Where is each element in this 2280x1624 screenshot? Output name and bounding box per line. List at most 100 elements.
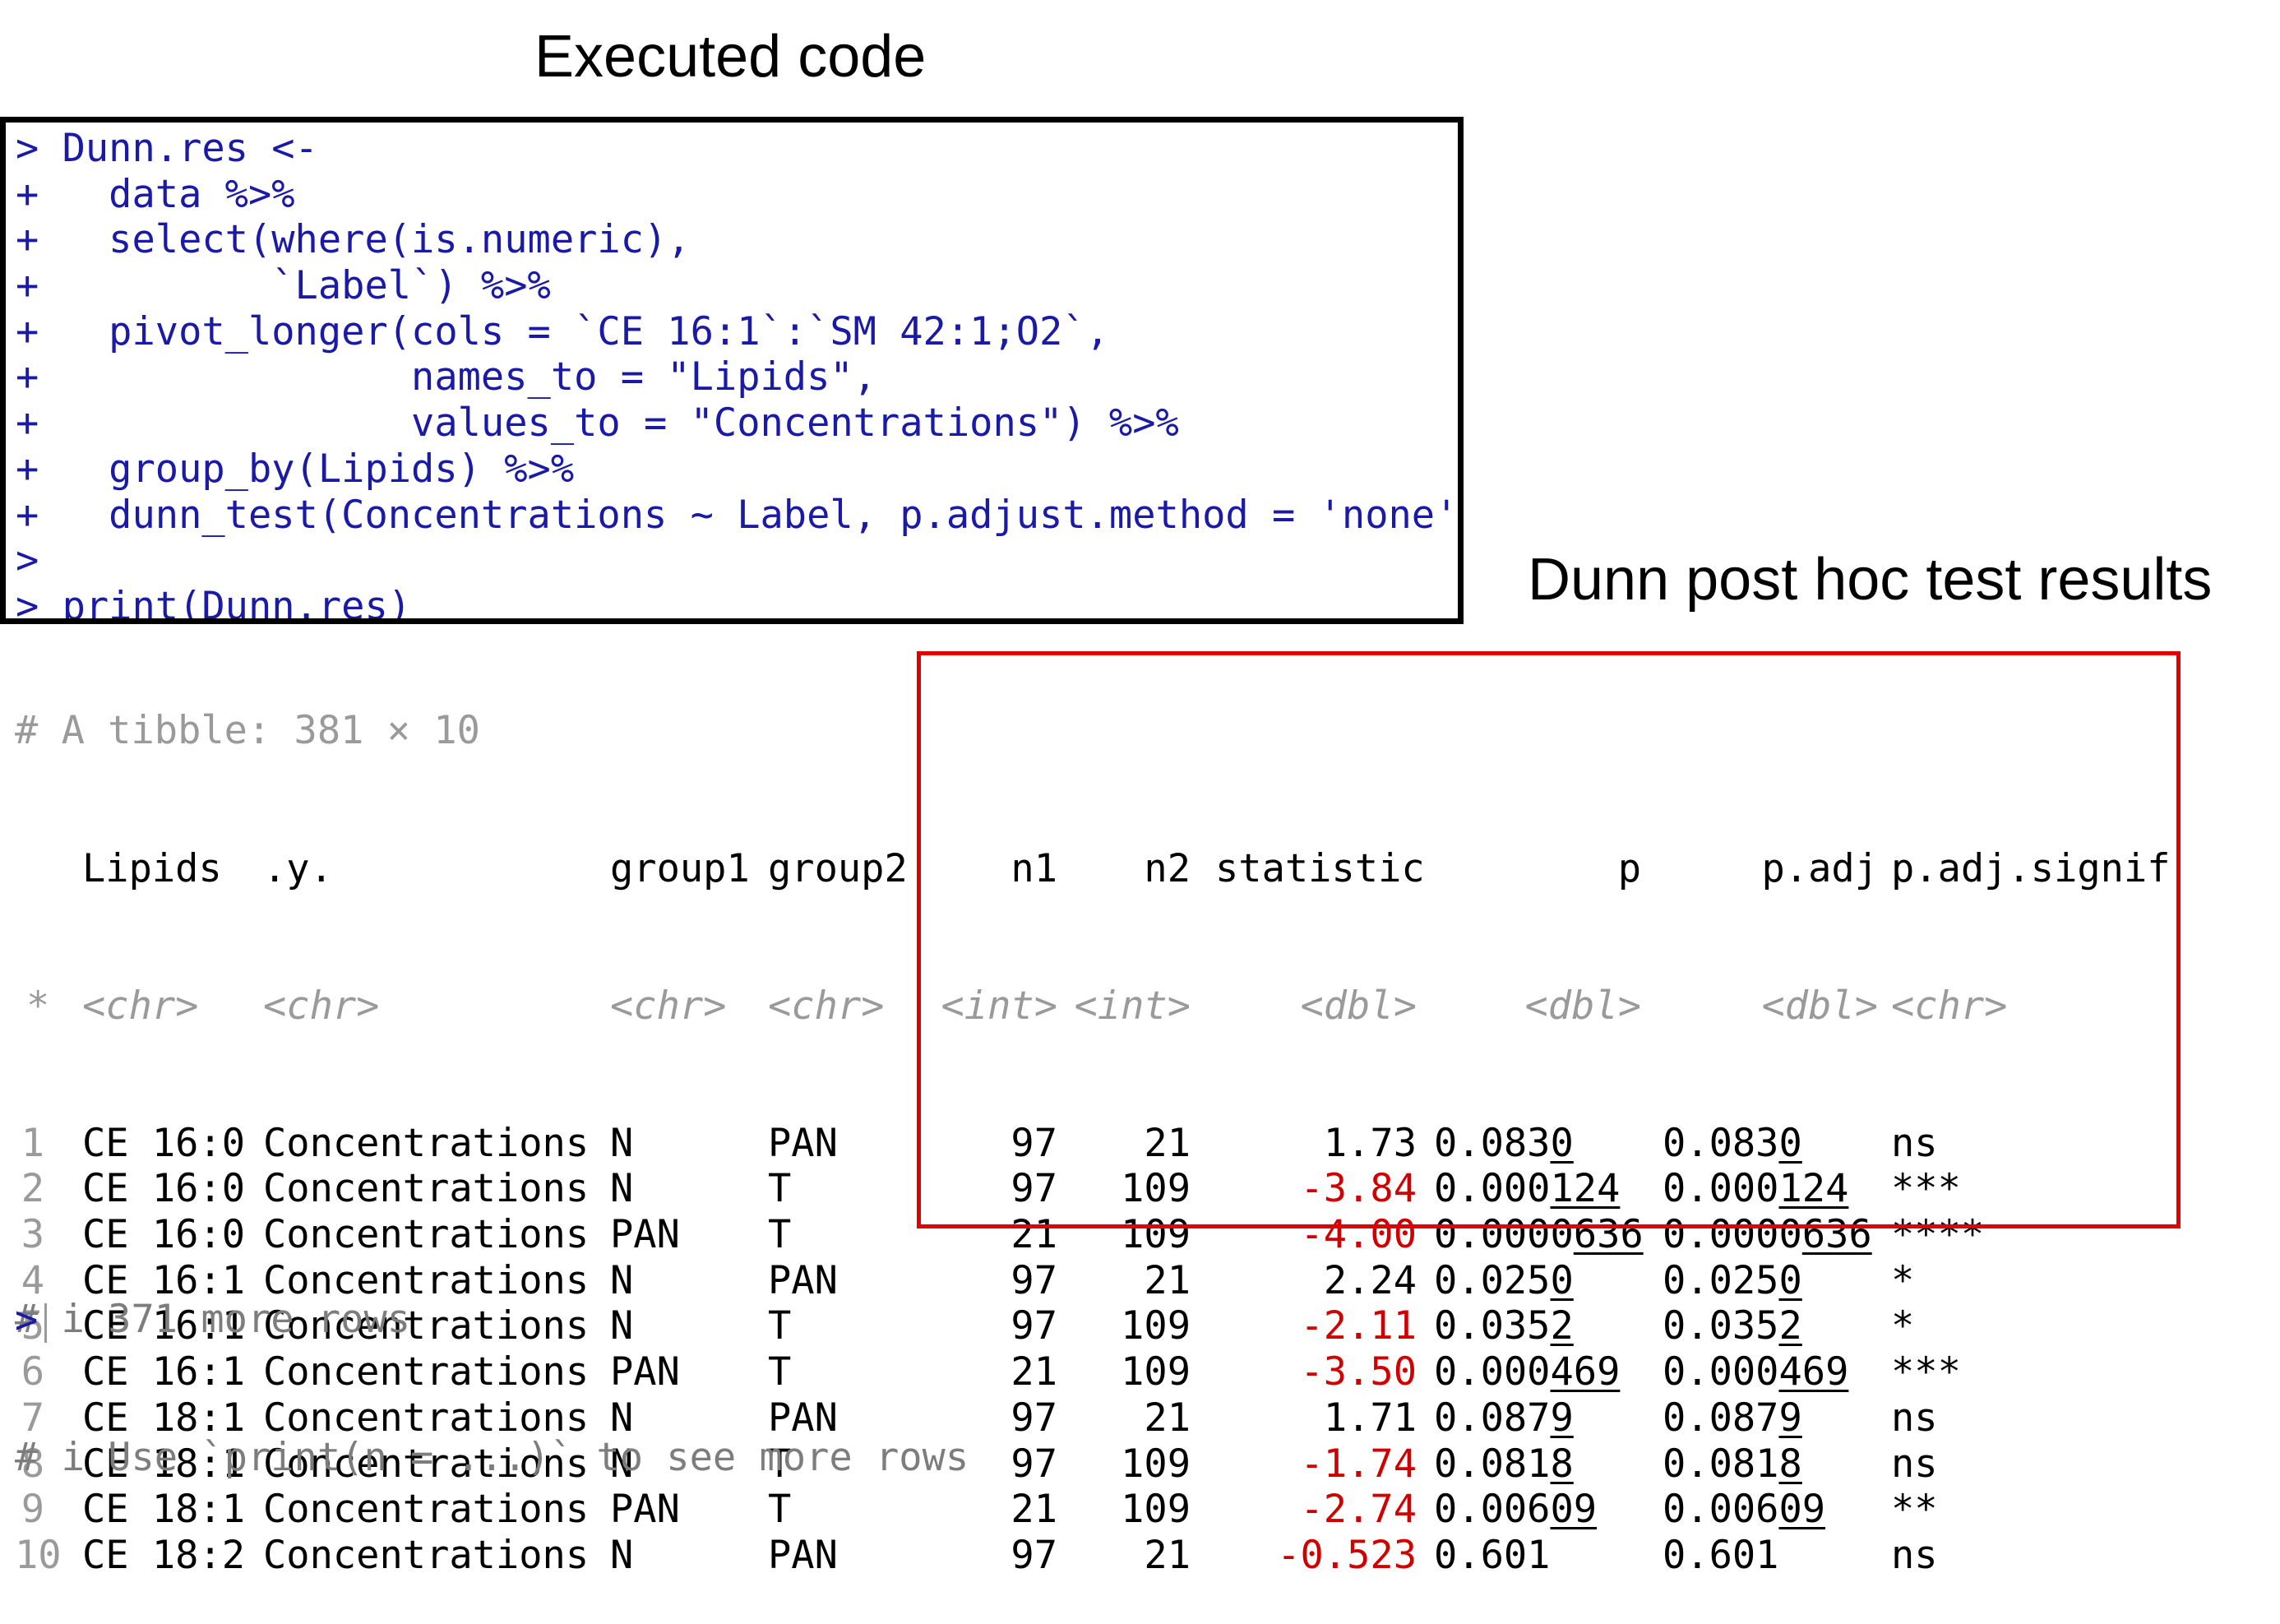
cell-group1: PAN xyxy=(610,1212,680,1258)
cell-p-adj-signif: ns xyxy=(1891,1532,1938,1578)
p-adj-significant-digits: 636 xyxy=(1801,1212,1872,1258)
cell-y: Concentrations xyxy=(263,1303,590,1349)
p-value-significant-digits: 2 xyxy=(1550,1303,1574,1349)
p-value-lead: 0.601 xyxy=(1434,1532,1551,1578)
cell-p-adj: 0.0000636 xyxy=(1663,1212,1872,1258)
executed-code-title: Executed code xyxy=(534,24,927,90)
cell-n2: 109 xyxy=(1121,1487,1191,1533)
cell-statistic: -3.84 xyxy=(1300,1166,1417,1212)
cell-statistic: 1.71 xyxy=(1323,1395,1417,1441)
p-value-significant-digits: 09 xyxy=(1550,1487,1598,1533)
cell-n1: 21 xyxy=(1011,1349,1057,1395)
cell-p-adj-signif: ns xyxy=(1891,1120,1938,1166)
table-row: 3 CE 16:0 Concentrations PAN T 21 109 -4.00 0.00… xyxy=(15,1212,1984,1258)
table-row: 5 CE 16:1 Concentrations N T 97 109 -2.11 0.0352… xyxy=(15,1303,1915,1349)
column-header: p xyxy=(1617,845,1641,891)
cell-n2: 21 xyxy=(1144,1395,1191,1441)
p-value-lead: 0.000 xyxy=(1434,1166,1551,1212)
cell-statistic: -3.50 xyxy=(1300,1349,1417,1395)
code-line: + dunn_test(Concentrations ~ Label, p.ad… xyxy=(16,492,1464,538)
p-value-lead: 0.083 xyxy=(1434,1120,1551,1166)
code-line: + select(where(is.numeric), xyxy=(16,217,691,263)
cell-p-adj: 0.0879 xyxy=(1663,1395,1802,1441)
p-adj-lead: 0.081 xyxy=(1663,1441,1779,1487)
cell-p: 0.0818 xyxy=(1434,1441,1574,1488)
cell-statistic: 1.73 xyxy=(1323,1120,1417,1166)
p-value-significant-digits: 0 xyxy=(1550,1257,1574,1303)
tibble-header: # A tibble: 381 × 10 xyxy=(15,708,480,754)
column-type: <chr> xyxy=(263,983,380,1029)
cell-p: 0.0352 xyxy=(1434,1303,1574,1349)
code-line: > xyxy=(16,538,39,584)
cell-group1: N xyxy=(610,1257,634,1303)
cell-group2: T xyxy=(768,1303,792,1349)
type-row-marker: * xyxy=(26,983,50,1029)
p-adj-lead: 0.601 xyxy=(1663,1532,1779,1578)
cell-n2: 21 xyxy=(1144,1532,1191,1578)
p-value-lead: 0.000 xyxy=(1434,1349,1551,1395)
cell-n1: 97 xyxy=(1011,1120,1057,1166)
cell-n2: 109 xyxy=(1121,1166,1191,1212)
code-line: + names_to = "Lipids", xyxy=(16,354,876,400)
column-header: statistic xyxy=(1215,845,1425,891)
cell-n1: 97 xyxy=(1011,1303,1057,1349)
cell-lipid: CE 16:1 xyxy=(82,1257,246,1303)
console-prompt[interactable]: > xyxy=(15,1298,48,1344)
p-adj-lead: 0.006 xyxy=(1663,1487,1779,1533)
p-value-lead: 0.081 xyxy=(1434,1441,1551,1487)
p-value-lead: 0.025 xyxy=(1434,1257,1551,1303)
p-adj-significant-digits: 0 xyxy=(1778,1120,1802,1166)
cell-y: Concentrations xyxy=(263,1212,590,1258)
column-type: <chr> xyxy=(1891,983,2008,1029)
cell-p-adj-signif: *** xyxy=(1891,1166,1961,1212)
p-adj-lead: 0.035 xyxy=(1663,1303,1779,1349)
p-adj-significant-digits: 124 xyxy=(1778,1166,1849,1212)
p-value-lead: 0.0000 xyxy=(1434,1212,1574,1258)
cell-p: 0.0879 xyxy=(1434,1395,1574,1441)
cell-y: Concentrations xyxy=(263,1120,590,1166)
cell-lipid: CE 16:0 xyxy=(82,1120,246,1166)
cell-p-adj: 0.0352 xyxy=(1663,1303,1802,1349)
cell-n2: 21 xyxy=(1144,1120,1191,1166)
cell-n1: 97 xyxy=(1011,1395,1057,1441)
table-row: 10 CE 18:2 Concentrations N PAN 97 21 -0.523 0.6… xyxy=(15,1532,1938,1579)
cell-p-adj: 0.0830 xyxy=(1663,1121,1802,1167)
cell-group2: PAN xyxy=(768,1120,838,1166)
cell-p-adj-signif: * xyxy=(1891,1303,1915,1349)
cell-p-adj: 0.000469 xyxy=(1663,1349,1848,1395)
code-line: + values_to = "Concentrations") %>% xyxy=(16,400,1179,446)
column-type: <chr> xyxy=(610,983,727,1029)
cell-y: Concentrations xyxy=(263,1257,590,1303)
cell-n1: 97 xyxy=(1011,1532,1057,1578)
row-index: 10 xyxy=(15,1532,62,1578)
column-type: <chr> xyxy=(82,983,199,1029)
p-adj-lead: 0.000 xyxy=(1663,1166,1779,1212)
row-index: 1 xyxy=(21,1120,44,1166)
footer-print-hint: # i Use `print(n = ...)` to see more row… xyxy=(15,1434,969,1480)
row-index: 4 xyxy=(21,1257,44,1303)
cell-n1: 21 xyxy=(1011,1487,1057,1533)
cell-lipid: CE 16:0 xyxy=(82,1166,246,1212)
p-value-significant-digits: 124 xyxy=(1550,1166,1621,1212)
p-value-significant-digits: 469 xyxy=(1550,1349,1621,1395)
p-value-significant-digits: 8 xyxy=(1550,1441,1574,1487)
column-header: n1 xyxy=(1011,845,1057,891)
code-line: + group_by(Lipids) %>% xyxy=(16,446,575,492)
cell-n1: 97 xyxy=(1011,1441,1057,1487)
cell-statistic: 2.24 xyxy=(1323,1257,1417,1303)
cell-group2: T xyxy=(768,1212,792,1258)
cell-n1: 97 xyxy=(1011,1257,1057,1303)
cell-group2: T xyxy=(768,1166,792,1212)
cell-lipid: CE 18:2 xyxy=(82,1532,246,1578)
code-box: > Dunn.res <- + data %>% + select(where(is… xyxy=(0,117,1464,624)
cell-group1: N xyxy=(610,1120,634,1166)
cell-group1: N xyxy=(610,1166,634,1212)
console-footer: # i 371 more rows # i Use `print(n = ...… xyxy=(15,1205,969,1526)
p-adj-significant-digits: 0 xyxy=(1778,1257,1802,1303)
p-adj-lead: 0.0000 xyxy=(1663,1212,1802,1258)
cell-lipid: CE 16:0 xyxy=(82,1212,246,1258)
code-line: > print(Dunn.res) xyxy=(16,583,412,624)
code-line: > Dunn.res <- xyxy=(16,126,318,171)
cell-y: Concentrations xyxy=(263,1166,590,1212)
column-type: <int> xyxy=(1074,983,1191,1029)
